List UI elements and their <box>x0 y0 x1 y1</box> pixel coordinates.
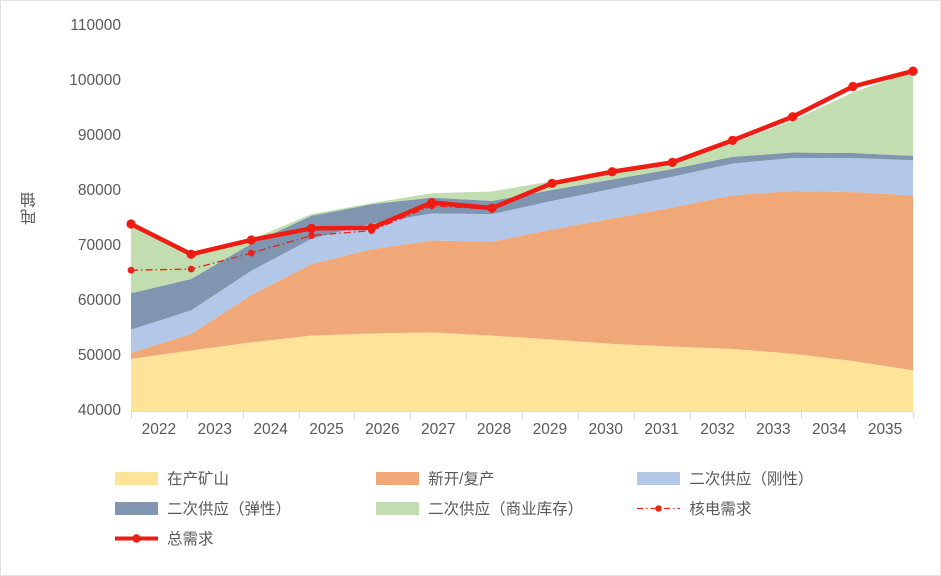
legend-label: 二次供应（商业库存） <box>428 501 584 518</box>
plot-area <box>126 26 918 411</box>
legend-line-marker <box>637 502 681 515</box>
legend-item[interactable]: 二次供应（商业库存） <box>376 493 637 523</box>
x-tick <box>131 412 132 419</box>
data-point-marker <box>246 235 256 245</box>
legend-swatch <box>115 471 158 485</box>
x-tick <box>913 412 914 419</box>
x-tick <box>690 412 691 419</box>
y-axis-title: 吨铀 <box>22 191 39 225</box>
data-point-marker <box>367 223 377 233</box>
area-series <box>131 152 913 330</box>
line-series <box>128 68 916 257</box>
legend-line-marker <box>115 532 158 545</box>
x-tick-label: 2030 <box>588 421 624 438</box>
x-tick <box>243 412 244 419</box>
legend-item[interactable]: 核电需求 <box>637 493 855 523</box>
y-tick-label: 100000 <box>69 72 121 89</box>
legend-swatch <box>376 471 420 485</box>
legend-item[interactable]: 总需求 <box>115 523 391 553</box>
data-point-marker <box>547 178 557 188</box>
data-point-marker <box>127 266 135 274</box>
legend-label: 核电需求 <box>689 501 752 518</box>
legend-item[interactable]: 二次供应（弹性） <box>115 493 376 523</box>
x-tick <box>410 412 411 419</box>
data-point-marker <box>727 135 738 145</box>
x-tick-label: 2033 <box>756 421 791 438</box>
data-point-marker <box>187 265 195 273</box>
y-axis: 40000 50000 60000 70000 80000 90000 100000 1100… <box>1 1 121 441</box>
x-tick-label: 2028 <box>476 421 512 438</box>
x-tick-label: 2025 <box>309 421 344 438</box>
x-tick <box>857 412 858 419</box>
x-tick-label: 2029 <box>532 421 568 438</box>
x-tick-label: 2031 <box>644 421 679 438</box>
data-point-marker <box>667 157 677 167</box>
legend-item[interactable]: 二次供应（刚性） <box>637 463 855 493</box>
data-point-marker <box>848 81 858 92</box>
line-series <box>130 71 914 271</box>
legend-swatch <box>115 501 158 515</box>
x-axis-labels: 2022 2023 2024 2025 2026 2027 2028 2029 2030 2031… <box>131 421 913 447</box>
data-point-marker <box>308 232 315 239</box>
x-tick <box>634 412 635 419</box>
x-tick-label: 2035 <box>867 421 903 438</box>
y-tick-label: 110000 <box>70 17 121 34</box>
x-tick <box>354 412 355 419</box>
data-point-marker <box>247 249 255 257</box>
data-point-marker <box>908 66 918 76</box>
data-point-marker <box>306 223 317 233</box>
legend-swatch <box>637 471 681 485</box>
x-tick-label: 2022 <box>141 421 177 438</box>
x-tick-label: 2034 <box>811 421 847 438</box>
data-point-marker <box>186 249 196 259</box>
area-series <box>131 191 913 371</box>
x-tick <box>299 412 300 419</box>
data-point-marker <box>126 219 136 229</box>
x-tick-label: 2027 <box>420 421 456 438</box>
x-tick <box>745 412 746 419</box>
data-point-marker <box>487 203 497 213</box>
x-tick <box>578 412 579 419</box>
area-series <box>131 332 913 411</box>
x-tick <box>522 412 523 419</box>
x-axis-ticks <box>131 412 914 419</box>
x-tick-label: 2032 <box>700 421 735 438</box>
legend-label: 在产矿山 <box>167 471 230 488</box>
data-point-marker <box>607 167 617 177</box>
legend-label: 二次供应（刚性） <box>689 471 814 488</box>
x-axis-line <box>131 411 913 412</box>
plot-svg <box>126 66 918 411</box>
legend-swatch <box>376 501 420 515</box>
x-tick-label: 2024 <box>253 421 288 438</box>
x-tick-label: 2023 <box>197 421 233 438</box>
y-tick-label: 90000 <box>77 127 121 144</box>
x-tick-label: 2026 <box>365 421 400 438</box>
legend-label: 新开/复产 <box>428 471 495 488</box>
legend-row: 二次供应（弹性） 二次供应（商业库存） 核电需求 <box>115 493 855 523</box>
legend-item[interactable]: 在产矿山 <box>115 463 376 493</box>
x-tick <box>187 412 188 419</box>
legend-label: 二次供应（弹性） <box>167 501 292 518</box>
data-point-marker <box>427 197 437 208</box>
x-tick <box>801 412 802 419</box>
y-tick-label: 40000 <box>77 402 121 419</box>
chart-legend: 在产矿山 新开/复产 二次供应（刚性） 二次供应（弹性） 二次供应（商业库存） 核电需求总… <box>115 463 855 553</box>
y-tick-label: 70000 <box>77 237 121 254</box>
legend-item[interactable]: 新开/复产 <box>376 463 637 493</box>
data-point-marker <box>788 112 798 122</box>
legend-row: 在产矿山 新开/复产 二次供应（刚性） <box>115 463 855 493</box>
y-tick-label: 80000 <box>77 182 121 199</box>
legend-label: 总需求 <box>167 531 214 548</box>
area-series <box>131 158 913 353</box>
legend-row: 总需求 <box>115 523 855 553</box>
x-tick <box>466 412 467 419</box>
y-tick-label: 50000 <box>77 347 121 364</box>
y-tick-label: 60000 <box>77 292 121 309</box>
